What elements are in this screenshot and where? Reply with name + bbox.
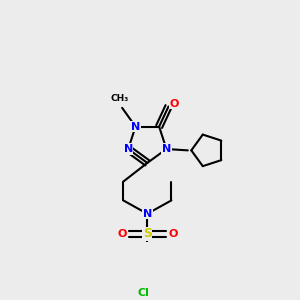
Text: O: O [117, 229, 127, 239]
Text: CH₃: CH₃ [110, 94, 129, 103]
Text: O: O [168, 229, 177, 239]
Text: O: O [169, 99, 178, 109]
Text: S: S [143, 227, 152, 240]
Text: N: N [162, 144, 171, 154]
Text: Cl: Cl [137, 288, 149, 298]
Text: N: N [124, 144, 133, 154]
Text: N: N [131, 122, 140, 132]
Text: N: N [143, 209, 152, 219]
